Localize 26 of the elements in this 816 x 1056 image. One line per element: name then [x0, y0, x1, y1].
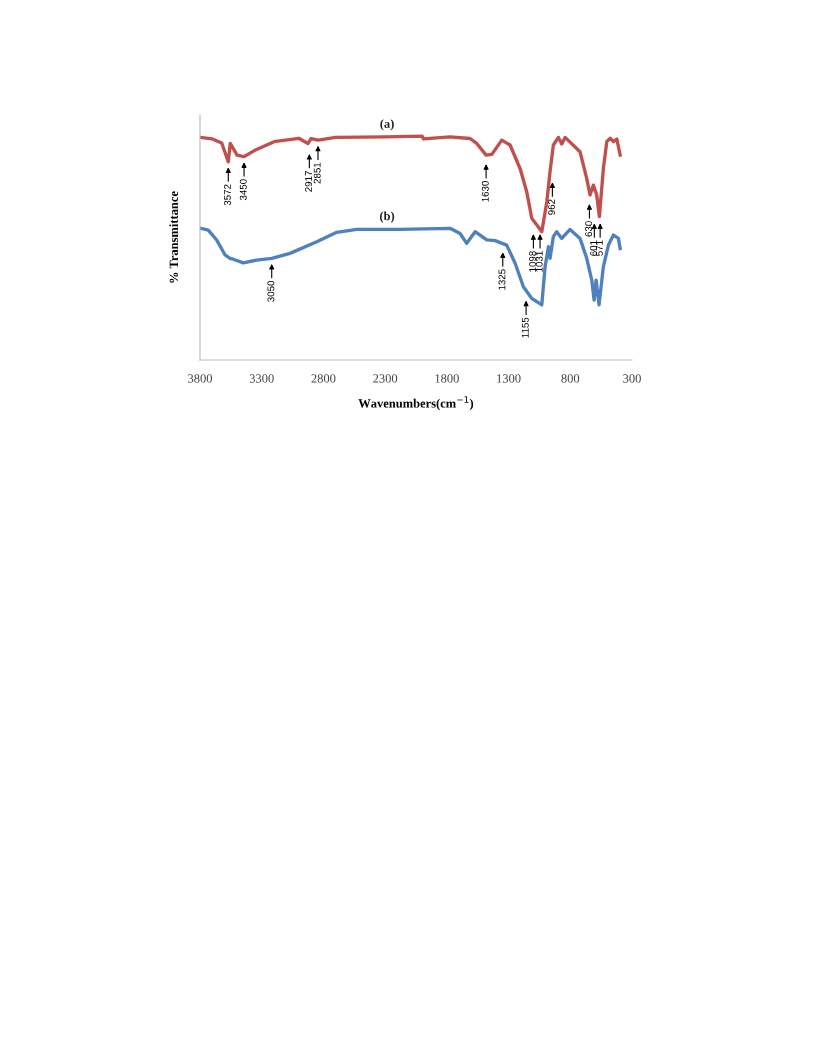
annotation: 1325	[498, 269, 506, 290]
x-tick-label: 800	[561, 374, 580, 383]
annotation: 1630	[481, 181, 489, 202]
y-axis-title: % Transmittance	[169, 191, 179, 283]
annotation: 1098	[529, 251, 536, 272]
annotation: 3050	[267, 280, 275, 302]
annotation: 2851	[313, 162, 321, 184]
x-tick-label: 3800	[188, 374, 213, 383]
x-tick-label: 2300	[373, 374, 398, 383]
annotation: 1031	[535, 251, 543, 272]
x-tick-label: 3300	[249, 374, 274, 383]
annotation: 1155	[521, 317, 529, 338]
x-tick-label: 300	[623, 374, 641, 383]
annotation: 3450	[239, 179, 247, 201]
annotation: 962	[548, 199, 555, 215]
x-tick-label: 2800	[311, 374, 336, 383]
series-label: (b)	[379, 211, 395, 223]
annotation: 630	[585, 221, 593, 237]
x-tick-label: 1300	[497, 374, 521, 383]
x-tick-label: 1800	[435, 374, 459, 383]
annotation: 601	[590, 240, 597, 256]
annotation: 571	[595, 240, 603, 256]
series-label: (a)	[380, 119, 394, 131]
annotation: 2917	[305, 171, 312, 192]
x-axis-title: Wavenumbers(cm$^{−1}$)	[358, 396, 474, 411]
annotation: 3572	[223, 184, 231, 206]
